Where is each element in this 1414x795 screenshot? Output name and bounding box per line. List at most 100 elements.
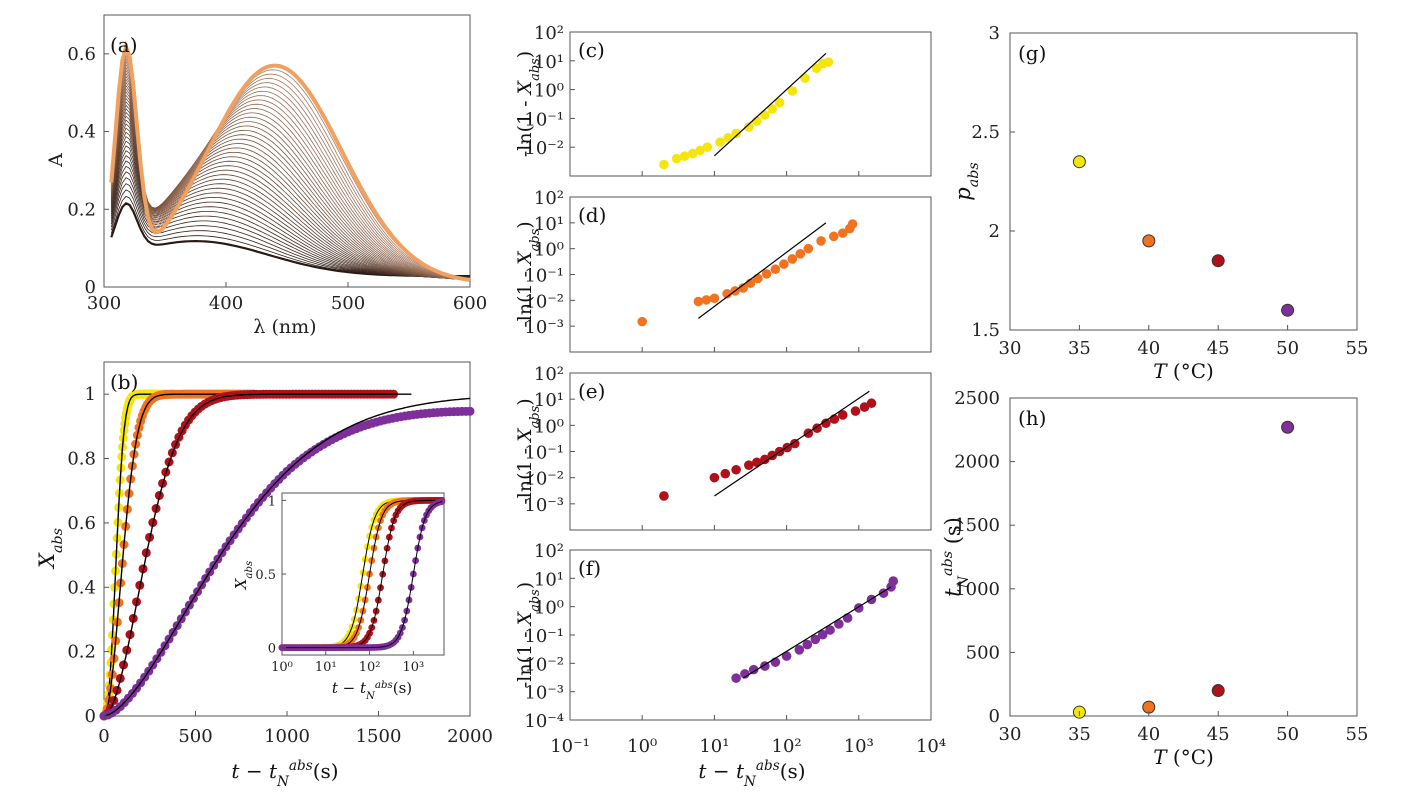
data-point — [715, 137, 725, 147]
data-point — [748, 664, 759, 675]
panel-label: (d) — [578, 203, 606, 227]
y-tick-label: 0 — [85, 277, 96, 298]
data-point — [825, 625, 835, 635]
data-point — [790, 438, 800, 449]
y-tick-label: 10² — [534, 364, 564, 385]
inset-fit-line — [282, 501, 443, 649]
data-point — [829, 414, 840, 424]
x-tick-label: 10⁰ — [627, 736, 657, 757]
data-point — [787, 254, 798, 264]
y-tick-label: 10⁻³ — [524, 683, 564, 704]
x-tick-label: 1500 — [356, 726, 402, 747]
x-tick-label: 10⁻¹ — [550, 736, 590, 757]
x-tick-label: 10³ — [844, 736, 874, 757]
x-tick-label: 55 — [1346, 724, 1369, 745]
x-axis-label: t − tNabs(s) — [698, 758, 805, 790]
y-tick-label: 1500 — [954, 515, 1000, 536]
data-point — [740, 669, 750, 679]
fit-line — [103, 397, 471, 717]
data-point — [731, 673, 741, 683]
spectrum-line — [109, 40, 471, 282]
plot-frame — [569, 196, 932, 353]
x-tick-label: 500 — [331, 293, 365, 314]
x-tick-label: 40 — [1137, 338, 1160, 359]
panel-d: 10⁻³ 10⁻² 10⁻¹ 10⁰ 10¹ 10² -ln(1 - Xabs) (d) — [514, 188, 932, 353]
inset-x-tick-label: 10⁰ — [271, 660, 293, 675]
y-tick-label: 10⁻⁴ — [524, 711, 564, 732]
y-tick-label: 0.6 — [67, 513, 96, 534]
data-point — [709, 472, 720, 483]
data-point — [800, 73, 810, 83]
data-point — [816, 236, 826, 246]
data-point — [709, 293, 720, 304]
panel-label: (f) — [578, 556, 601, 580]
spectrum-line — [110, 72, 471, 281]
x-axis-label: T (°C) — [1153, 745, 1214, 769]
data-point — [744, 460, 754, 470]
x-tick-label: 10⁴ — [916, 736, 946, 757]
spectrum-line — [110, 75, 471, 281]
x-tick-label: 30 — [999, 724, 1022, 745]
plot-frame — [1009, 397, 1358, 717]
panel-g: 30 35 40 45 50 55 1.5 2 2.5 3 T (°C) pabs (g) — [951, 23, 1368, 383]
x-tick-label: 0 — [98, 726, 109, 747]
panel-label: (g) — [1018, 41, 1046, 65]
y-tick-label: 0.2 — [67, 199, 96, 220]
x-tick-label: 2000 — [447, 726, 493, 747]
x-tick-label: 35 — [1068, 338, 1091, 359]
spectrum-line — [110, 84, 471, 281]
panel-f: 10⁻⁴ 10⁻³ 10⁻² 10⁻¹ 10⁰ 10¹ 10² -ln(1 - Xabs) (f… — [514, 541, 946, 790]
data-point — [1142, 234, 1156, 248]
y-tick-label: 0 — [989, 706, 1000, 727]
y-tick-label: 10⁰ — [534, 240, 564, 261]
x-tick-label: 50 — [1276, 338, 1299, 359]
y-axis-label: pabs — [951, 162, 982, 200]
y-axis-label: Xabs — [35, 528, 66, 570]
x-tick-label: 50 — [1276, 724, 1299, 745]
spectrum-line — [110, 60, 471, 281]
inset-y-tick-label: 0 — [268, 642, 276, 657]
fit-line — [742, 586, 892, 679]
y-tick-label: 10⁻¹ — [524, 266, 564, 287]
y-tick-label: 0 — [85, 706, 96, 727]
data-point — [693, 296, 704, 307]
x-tick-label: 1000 — [264, 726, 310, 747]
y-tick-label: 1 — [85, 384, 96, 405]
y-tick-label: 2.5 — [971, 122, 1000, 143]
data-point — [794, 645, 805, 655]
data-point — [659, 491, 669, 501]
panel-label: (c) — [578, 38, 605, 62]
x-tick-label: 45 — [1207, 724, 1230, 745]
spectrum-line — [110, 54, 471, 281]
data-point — [671, 153, 682, 164]
spectrum-line — [110, 63, 471, 281]
data-point — [760, 110, 770, 120]
y-tick-label: 0.2 — [67, 642, 96, 663]
data-point — [817, 629, 828, 640]
x-tick-label: 55 — [1346, 338, 1369, 359]
x-axis-label: T (°C) — [1153, 359, 1214, 383]
data-point — [695, 145, 705, 156]
spectrum-line — [110, 78, 471, 281]
spectrum-line — [110, 81, 471, 281]
panel-label: (a) — [110, 33, 138, 57]
x-tick-label: 45 — [1207, 338, 1230, 359]
fit-line — [713, 53, 827, 157]
y-tick-label: 0.4 — [67, 122, 96, 143]
data-point — [821, 418, 831, 429]
data-point — [850, 406, 861, 416]
spectrum-line — [110, 66, 471, 281]
data-point — [1281, 303, 1295, 317]
plot-frame — [569, 31, 932, 177]
y-tick-label: 2000 — [954, 452, 1000, 473]
y-tick-label: 10² — [534, 541, 564, 562]
plot-frame — [1009, 32, 1358, 331]
data-point — [1211, 254, 1225, 268]
data-point — [731, 464, 741, 475]
x-tick-label: 400 — [209, 293, 243, 314]
y-tick-label: 10⁰ — [534, 81, 564, 102]
data-point — [767, 104, 778, 114]
data-point — [774, 97, 785, 108]
data-point — [752, 457, 762, 468]
